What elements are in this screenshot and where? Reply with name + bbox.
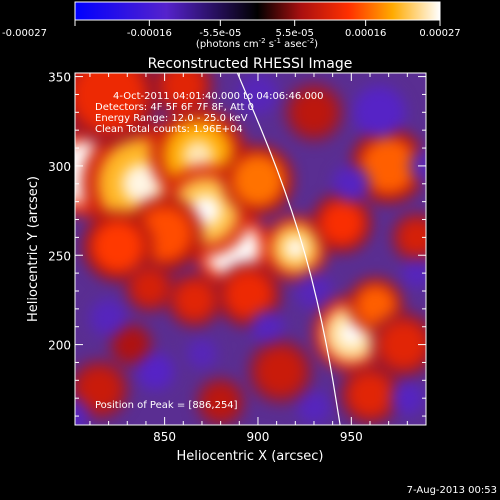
time-range-label: 4-Oct-2011 04:01:40.000 to 04:06:46.000 [113,91,324,102]
detectors-label: Detectors: 4F 5F 6F 7F 8F, Att 0 [95,102,254,113]
emission-blob [89,299,128,337]
colorbar-tick-label: -0.00016 [127,28,172,39]
clean-label: Clean Total counts: 1.96E+04 [95,124,243,135]
y-tick-label: 300 [48,160,71,174]
y-tick-label: 350 [48,71,71,85]
y-tick-label: 200 [48,339,71,353]
energy-label: Energy Range: 12.0 - 25.0 keV [95,113,248,124]
emission-blob [224,270,273,319]
emission-blob [291,89,337,135]
emission-core [284,237,307,260]
emission-blob [297,390,331,424]
emission-blob [76,366,122,412]
emission-blob [390,381,425,416]
emission-blob [355,284,397,326]
emission-map [75,73,426,425]
emission-blob [401,258,426,289]
colorbar-tick-label: 0.00016 [345,28,386,39]
emission-blob [136,352,174,391]
emission-blob [187,338,217,369]
emission-blob [237,73,279,115]
x-tick-label: 950 [340,430,363,444]
solar-limb [236,73,341,425]
x-axis-label: Heliocentric X (arcsec) [177,449,324,464]
emission-blob [409,149,426,183]
emission-blob [201,383,240,421]
x-tick-label: 900 [247,430,270,444]
emission-blob [160,73,206,108]
emission-blob [131,268,169,307]
x-tick-label: 850 [153,430,176,444]
emission-blob [91,220,145,273]
emission-blob [231,154,285,207]
emission-blob [347,372,393,418]
emission-blob [319,200,365,246]
colorbar-ticks: -0.00027 -0.00016 -5.5e-05 5.5e-05 0.00016 0.… [2,20,461,39]
emission-blob [114,327,148,362]
emission-blob [398,218,426,257]
emission-blob [379,320,426,369]
emission-blob [332,165,370,203]
axis-ticks: 850 900 950 200 250 300 350 [48,71,427,444]
colorbar-unit-label: (photons cm-2 s-1 asec-2) [196,37,318,50]
emission-blob [75,73,146,132]
chart-title: Reconstructed RHESSI Image [148,56,353,72]
colorbar-tick-label: -0.00027 [2,28,47,39]
emission-core [122,163,163,204]
footer-date: 7-Aug-2013 00:53 [407,485,497,496]
emission-core [182,139,215,172]
plot-area [75,73,426,425]
colorbar-tick-label: 0.00027 [419,28,460,39]
emission-core [338,321,364,347]
plot-frame [74,72,427,426]
colorbar: -0.00027 -0.00016 -5.5e-05 5.5e-05 0.00016 0.… [2,1,461,50]
peak-position-label: Position of Peak = [886,254] [95,400,238,411]
emission-blob [250,309,285,344]
emission-blob [295,272,333,310]
emission-blob [173,279,216,321]
colorbar-tick-label: -5.5e-05 [199,28,241,39]
emission-blob [360,137,417,194]
emission-blob [256,347,305,396]
y-tick-label: 250 [48,249,71,263]
info-box: 4-Oct-2011 04:01:40.000 to 04:06:46.000 … [95,91,324,411]
colorbar-tick-label: 5.5e-05 [275,28,313,39]
emission-blob [353,86,406,139]
colorbar-gradient [74,1,441,21]
y-axis-label: Heliocentric Y (arcsec) [26,176,41,322]
emission-blob [75,397,90,425]
